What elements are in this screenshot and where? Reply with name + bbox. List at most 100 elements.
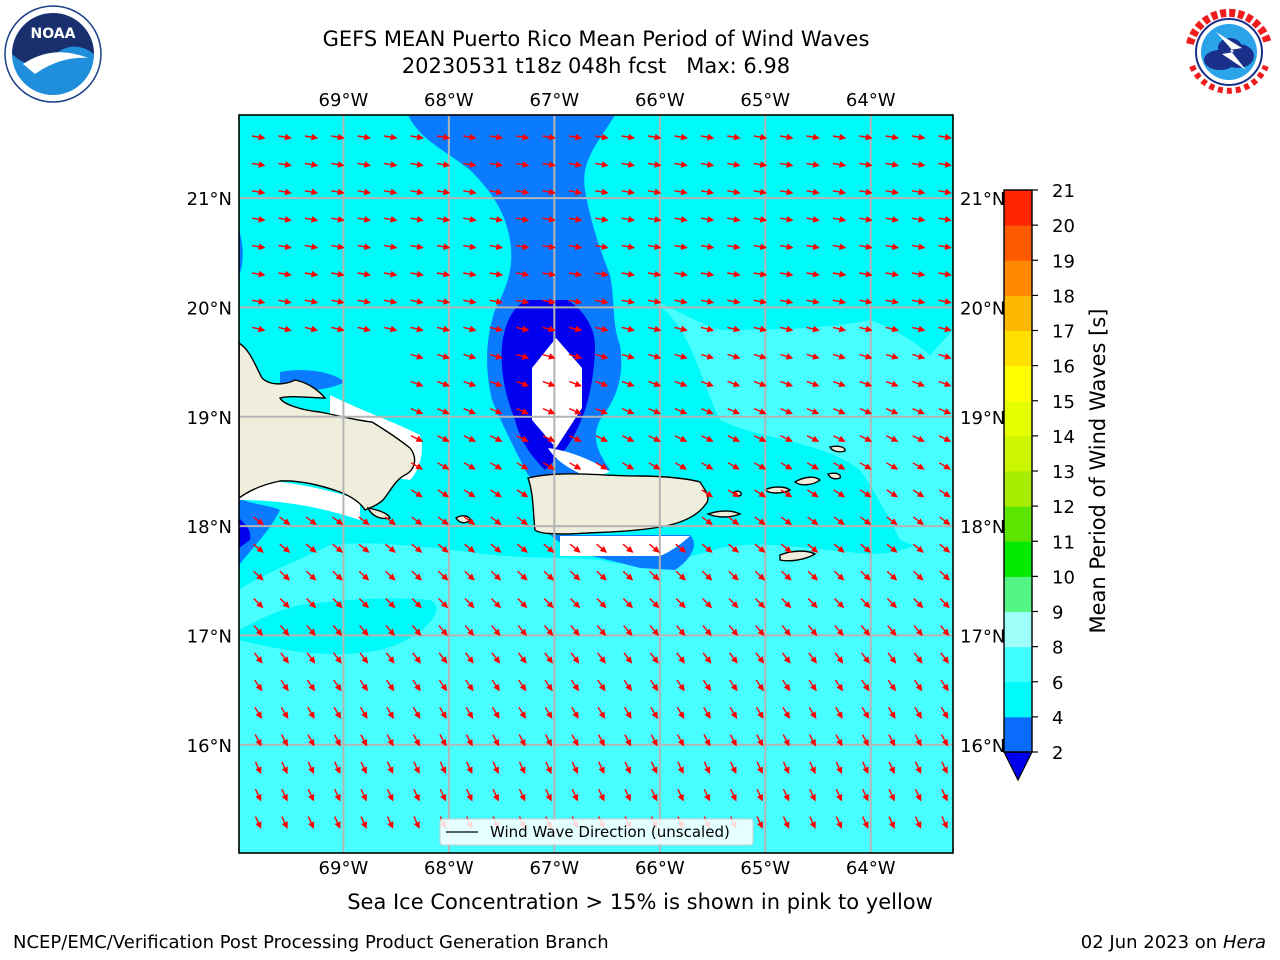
direction-arrow-head: [732, 408, 741, 415]
direction-arrow-head: [545, 766, 552, 775]
direction-arrow-head: [944, 270, 952, 278]
direction-arrow-head: [654, 216, 662, 223]
direction-arrow-head: [308, 628, 316, 637]
direction-arrow-head: [837, 518, 845, 526]
direction-arrow-head: [466, 793, 473, 802]
direction-arrow-head: [334, 793, 341, 802]
direction-arrow-head: [284, 133, 292, 141]
direction-arrow-head: [653, 325, 662, 333]
direction-arrow-head: [493, 711, 500, 720]
direction-arrow-head: [466, 711, 474, 720]
direction-arrow-head: [284, 188, 292, 196]
direction-arrow-head: [308, 683, 316, 692]
tortola-land: [793, 476, 822, 486]
direction-arrow-head: [889, 628, 897, 637]
direction-arrow-head: [442, 380, 450, 388]
direction-arrow-head: [363, 216, 372, 223]
direction-arrow-head: [416, 243, 424, 250]
direction-arrow-head: [730, 683, 738, 692]
direction-arrow-head: [680, 216, 688, 223]
direction-arrow-head: [493, 738, 500, 747]
direction-arrow-head: [413, 711, 421, 720]
direction-arrow-head: [705, 490, 714, 498]
direction-arrow-head: [387, 738, 394, 747]
direction-arrow-head: [784, 490, 793, 498]
direction-arrow-head: [441, 518, 449, 526]
direction-arrow-head: [652, 545, 660, 553]
direction-arrow-head: [704, 766, 711, 775]
direction-arrow-head: [389, 325, 398, 333]
direction-arrow-head: [783, 793, 790, 802]
direction-arrow-head: [601, 161, 609, 168]
direction-arrow-head: [413, 766, 420, 775]
direction-arrow-head: [836, 793, 843, 802]
direction-arrow-head: [363, 270, 372, 278]
direction-arrow-head: [944, 298, 952, 305]
direction-arrow-head: [494, 463, 503, 470]
direction-arrow-head: [363, 325, 371, 333]
direction-arrow-head: [836, 683, 844, 692]
direction-arrow-head: [572, 656, 580, 664]
direction-arrow-head: [440, 738, 447, 747]
direction-arrow-head: [836, 766, 843, 775]
direction-arrow-head: [522, 243, 530, 250]
direction-arrow-head: [627, 216, 636, 223]
direction-arrow-head: [255, 683, 263, 692]
direction-arrow-head: [282, 656, 289, 664]
direction-arrow-head: [547, 408, 556, 415]
colorbar-segment: [1004, 541, 1032, 577]
direction-arrow-head: [388, 518, 397, 526]
direction-arrow-head: [469, 325, 477, 333]
direction-arrow-head: [652, 573, 660, 581]
field-2-4-region: [239, 230, 243, 275]
lat-tick-label-left: 20°N: [187, 298, 232, 319]
direction-arrow-head: [836, 738, 843, 747]
direction-arrow-head: [311, 243, 319, 250]
direction-arrow-head: [416, 188, 424, 196]
direction-arrow-head: [600, 463, 608, 470]
direction-arrow-head: [600, 353, 609, 360]
direction-arrow-head: [495, 216, 504, 223]
direction-arrow-head: [917, 435, 925, 442]
direction-arrow-head: [707, 270, 715, 278]
direction-arrow-head: [704, 683, 712, 692]
direction-arrow-head: [758, 435, 767, 442]
direction-arrow-head: [388, 573, 396, 581]
direction-arrow-head: [891, 408, 899, 415]
direction-arrow-head: [943, 435, 952, 442]
mona-island-land: [455, 515, 471, 524]
direction-arrow-head: [891, 188, 900, 196]
direction-arrow-head: [839, 243, 847, 250]
direction-arrow-head: [918, 298, 926, 305]
direction-arrow-head: [759, 216, 768, 223]
direction-arrow-head: [363, 243, 372, 250]
direction-arrow-head: [942, 683, 949, 692]
direction-arrow-head: [784, 601, 792, 609]
lat-tick-label-right: 17°N: [960, 626, 1005, 647]
direction-arrow-head: [677, 711, 685, 720]
direction-arrow-head: [415, 435, 424, 442]
direction-arrow-head: [677, 738, 684, 747]
direction-arrow-head: [811, 490, 819, 498]
direction-arrow-head: [889, 711, 896, 720]
colorbar-segment: [1004, 330, 1032, 367]
direction-arrow-head: [839, 298, 847, 305]
direction-arrow-head: [625, 601, 633, 609]
direction-arrow-head: [599, 656, 606, 664]
nws-logo-icon: [1183, 6, 1275, 98]
st-thomas-land: [763, 486, 792, 494]
colorbar-segment: [1004, 681, 1032, 718]
direction-arrow-head: [413, 793, 420, 802]
direction-arrow-head: [918, 161, 926, 168]
direction-arrow-head: [600, 435, 609, 442]
direction-arrow-head: [440, 656, 448, 664]
direction-arrow-head: [733, 243, 741, 250]
direction-arrow-head: [890, 545, 898, 553]
direction-arrow-head: [282, 601, 290, 609]
direction-arrow-head: [363, 161, 372, 168]
direction-arrow-head: [757, 601, 765, 609]
direction-arrow-head: [469, 270, 477, 278]
direction-arrow-head: [942, 656, 949, 664]
direction-arrow-head: [388, 601, 396, 609]
